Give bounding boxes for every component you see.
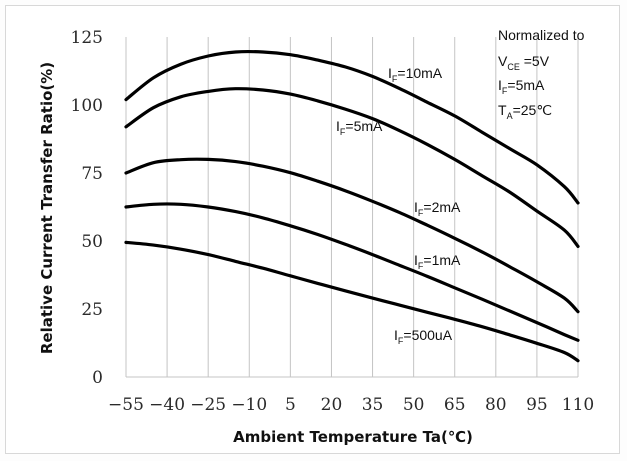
x-tick-label-10: 95 (526, 395, 548, 415)
y-tick-label-2: 50 (81, 232, 103, 252)
x-tick-label-7: 50 (403, 395, 425, 415)
series-line-1 (124, 87, 580, 248)
series-label-3: IF=1mA (414, 252, 461, 271)
y-axis-title: Relative Current Transfer Ratio(%) (38, 62, 56, 354)
series-label-4: IF=500uA (394, 327, 453, 346)
x-tick-label-4: 5 (285, 395, 296, 415)
y-tick-label-5: 125 (71, 28, 103, 48)
y-tick-label-1: 25 (81, 300, 103, 320)
note-line-1: Normalized to (498, 27, 585, 43)
x-tick-label-11: 110 (562, 395, 594, 415)
series-line-0 (124, 49, 580, 205)
x-tick-label-0: −55 (108, 395, 144, 415)
chart-frame (5, 5, 620, 454)
series-label-1: IF=5mA (336, 118, 383, 137)
x-tick-label-3: −10 (231, 395, 267, 415)
y-tick-label-0: 0 (92, 368, 103, 388)
series-label-0: IF=10mA (388, 65, 443, 84)
grid (125, 37, 579, 378)
x-tick-label-9: 80 (485, 395, 507, 415)
series-line-4 (124, 240, 580, 363)
x-axis-title: Ambient Temperature Ta(℃) (233, 428, 473, 446)
note-line-4: TA=25℃ (498, 102, 552, 121)
series-line-2 (124, 157, 580, 314)
x-tick-label-1: −40 (149, 395, 185, 415)
y-tick-label-4: 100 (71, 96, 103, 116)
x-tick-label-5: 20 (321, 395, 343, 415)
series-line-3 (124, 202, 580, 342)
series-label-2: IF=2mA (414, 199, 461, 218)
series-labels: IF=10mA IF=5mA IF=2mA IF=1mA IF=500uA (336, 65, 461, 346)
x-tick-label-8: 65 (444, 395, 466, 415)
y-tick-label-3: 75 (81, 164, 103, 184)
normalization-note: Normalized to VCE =5V IF=5mA TA=25℃ (498, 27, 585, 121)
series-group (124, 49, 580, 363)
note-line-2: VCE =5V (498, 53, 550, 72)
x-tick-label-6: 35 (362, 395, 384, 415)
x-tick-label-2: −25 (190, 395, 226, 415)
note-line-3: IF=5mA (498, 77, 545, 96)
axes: −55 −40 −25 −10 5 20 35 50 65 80 95 110 0 25 50 75 100 12… (71, 28, 595, 415)
